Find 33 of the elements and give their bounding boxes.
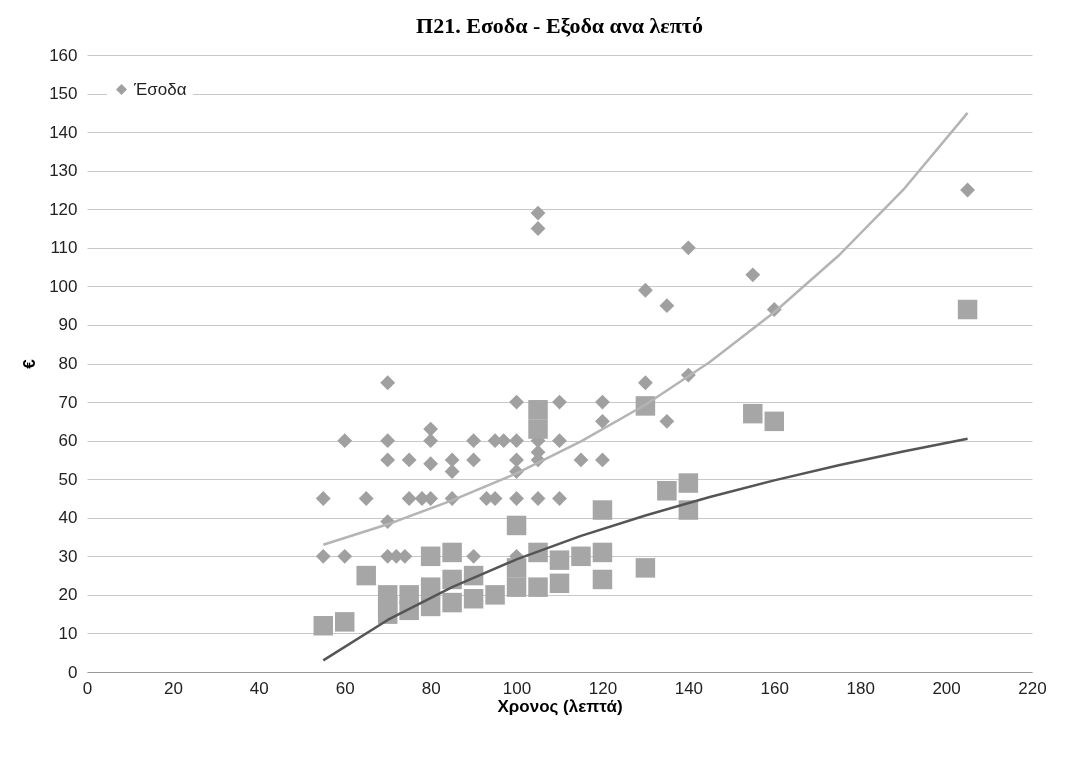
y-tick-label: 60: [58, 431, 78, 451]
chart-title: Π21. Εσοδα - Εξοδα ανα λεπτό: [416, 13, 703, 38]
x-tick-label: 80: [421, 678, 441, 698]
x-tick-label: 40: [249, 678, 269, 698]
x-tick-label: 0: [82, 678, 93, 698]
x-axis-title: Χρονος (λεπτά): [497, 696, 623, 716]
x-tick-label: 140: [674, 678, 704, 698]
y-tick-label: 70: [58, 392, 78, 412]
x-tick-label: 200: [932, 678, 961, 698]
y-tick-label: 30: [58, 546, 78, 566]
x-tick-label: 180: [846, 678, 875, 698]
y-tick-label: 130: [49, 161, 78, 181]
x-tick-label: 220: [1018, 678, 1047, 698]
y-tick-label: 140: [49, 122, 78, 142]
x-tick-label: 100: [502, 678, 532, 698]
y-tick-label: 80: [58, 354, 78, 373]
y-tick-label: 160: [49, 45, 78, 65]
x-tick-label: 160: [760, 678, 789, 698]
x-tick-label: 120: [588, 678, 618, 698]
y-tick-label: 150: [49, 84, 78, 104]
y-tick-label: 40: [58, 508, 78, 528]
y-tick-label: 50: [58, 469, 78, 489]
y-axis-title: €: [20, 358, 40, 369]
y-tick-label: 100: [49, 276, 78, 296]
y-tick-label: 110: [50, 238, 78, 258]
y-tick-label: 0: [68, 662, 78, 682]
x-tick-label: 20: [163, 678, 183, 698]
y-tick-label: 90: [58, 315, 78, 335]
y-tick-label: 10: [58, 623, 78, 643]
legend-label: Έσοδα: [133, 79, 187, 99]
x-tick-label: 60: [335, 678, 355, 698]
y-tick-label: 120: [49, 199, 78, 219]
y-tick-label: 20: [58, 585, 78, 605]
